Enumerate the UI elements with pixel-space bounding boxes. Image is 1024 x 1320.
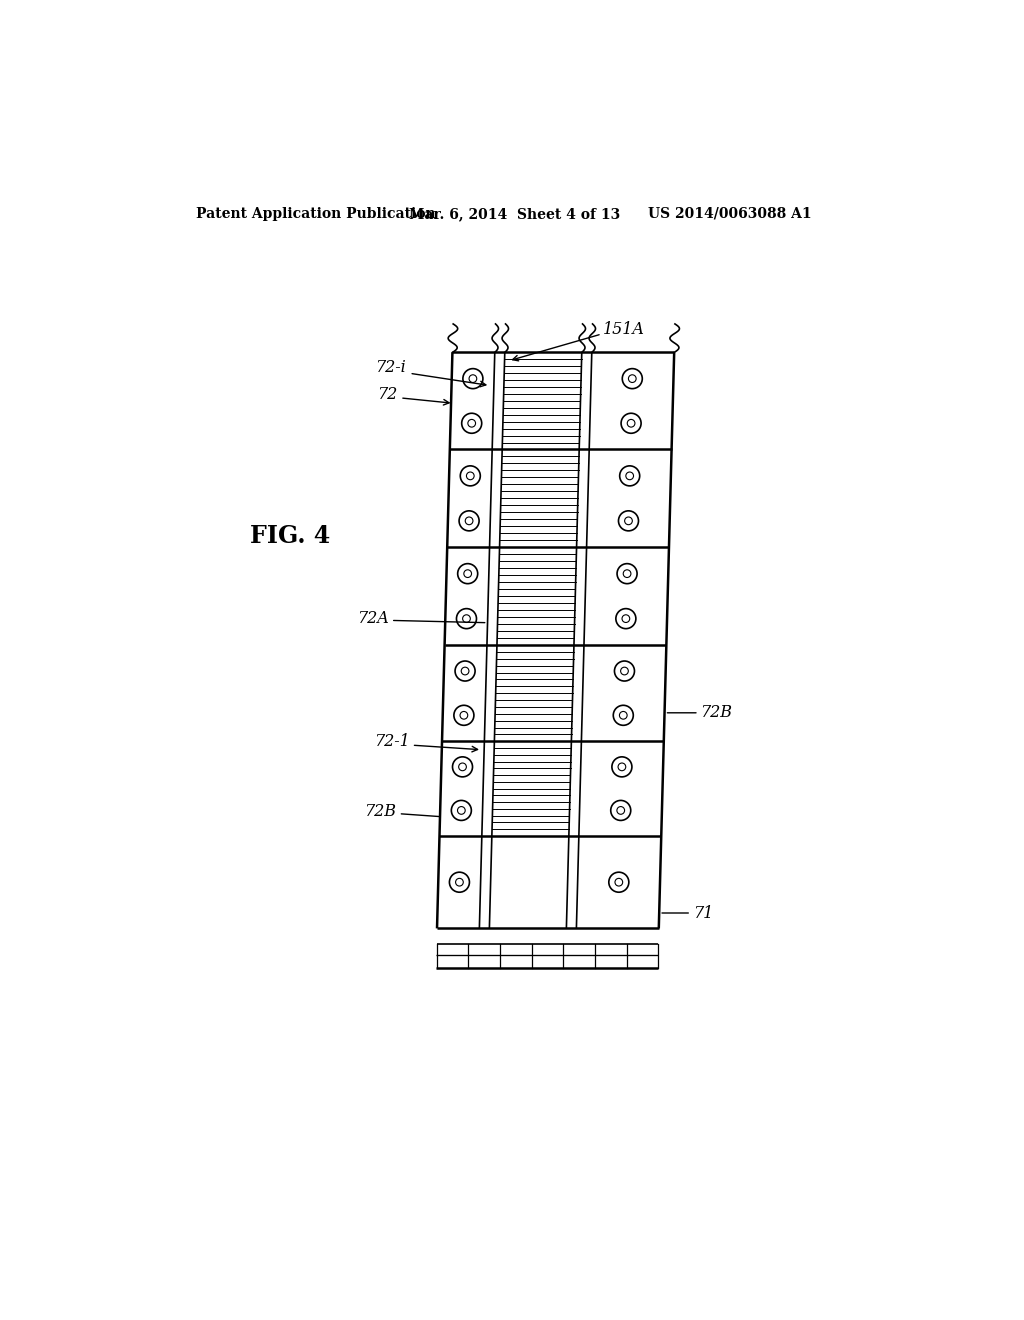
Text: 72: 72 [378, 385, 397, 403]
Text: Mar. 6, 2014  Sheet 4 of 13: Mar. 6, 2014 Sheet 4 of 13 [410, 207, 621, 220]
Text: 72A: 72A [357, 610, 389, 627]
Text: FIG. 4: FIG. 4 [250, 524, 330, 548]
Text: 71: 71 [692, 904, 713, 921]
Text: 72B: 72B [365, 803, 396, 820]
Text: US 2014/0063088 A1: US 2014/0063088 A1 [648, 207, 812, 220]
Text: 72-i: 72-i [376, 359, 407, 376]
Text: 72-1: 72-1 [374, 733, 410, 750]
Text: 72B: 72B [700, 705, 732, 721]
Text: Patent Application Publication: Patent Application Publication [196, 207, 435, 220]
Text: 151A: 151A [602, 321, 644, 338]
